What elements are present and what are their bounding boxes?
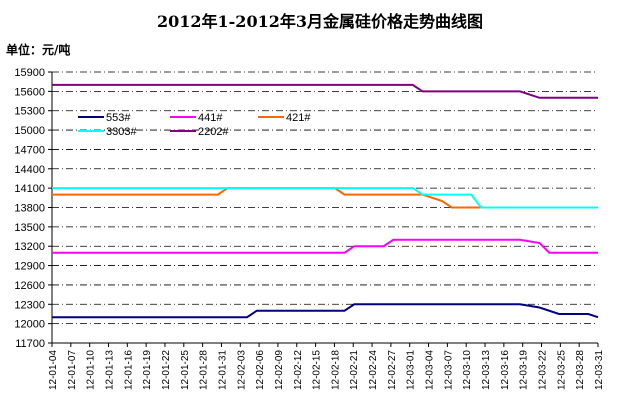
x-tick-label: 12-02-09 [274,350,285,390]
legend-label: 553# [106,112,131,124]
x-tick-label: 12-01-04 [48,350,59,390]
y-tick-label: 13500 [14,222,45,234]
x-tick-label: 12-03-01 [406,350,417,390]
axes [51,72,598,344]
x-tick-label: 12-03-31 [594,350,605,390]
x-tick-label: 12-03-10 [462,350,473,390]
legend-label: 421# [286,112,311,124]
x-tick-label: 12-01-22 [161,350,172,390]
series-line-421 [52,187,598,209]
y-tick-label: 13800 [14,203,45,215]
x-tick-label: 12-03-04 [425,350,436,390]
series-lines [52,83,599,319]
y-tick-label: 15300 [14,106,45,118]
y-tick-label: 14100 [14,183,45,195]
x-tick-label: 12-03-22 [538,350,549,390]
legend: 553# 441# 421# 3303# 2202# [78,112,311,138]
series-line-3303 [52,187,598,209]
unit-label: 单位：元/吨 [6,42,70,57]
y-tick-label: 14700 [14,144,45,156]
x-tick-label: 12-03-13 [481,350,492,390]
x-tick-label: 12-03-19 [519,350,530,390]
x-tick-label: 12-01-13 [104,350,115,390]
y-tick-label: 12900 [14,261,45,273]
x-tick-label: 12-01-07 [67,350,78,390]
x-tick-label: 12-01-28 [199,350,210,390]
y-tick-label: 15000 [14,125,45,137]
legend-label: 3303# [106,126,137,138]
x-tick-label: 12-01-31 [217,350,228,390]
series-line-2202 [52,83,598,99]
x-axis-ticks: 12-01-04 12-01-07 12-01-10 12-01-13 12-01-16… [48,343,605,390]
x-tick-label: 12-01-25 [180,350,191,390]
x-tick-label: 12-02-15 [312,350,323,390]
y-tick-label: 14400 [14,164,45,176]
x-tick-label: 12-01-16 [123,350,134,390]
x-tick-label: 12-01-19 [142,350,153,390]
chart-title: 2012年1-2012年3月金属硅价格走势曲线图 [157,12,483,31]
series-line-441 [52,238,598,254]
y-tick-label: 15900 [14,67,45,79]
legend-label: 441# [198,112,223,124]
x-tick-label: 12-02-27 [387,350,398,390]
x-tick-label: 12-02-06 [255,350,266,390]
gridlines [52,71,598,325]
x-tick-label: 12-03-28 [575,350,586,390]
x-tick-label: 12-01-10 [86,350,97,390]
x-tick-label: 12-02-24 [368,350,379,390]
x-tick-label: 12-02-03 [236,350,247,390]
legend-label: 2202# [198,126,229,138]
x-tick-label: 12-02-18 [330,350,341,390]
x-tick-label: 12-03-16 [500,350,511,390]
y-tick-label: 12000 [14,319,45,331]
y-tick-label: 11700 [15,338,45,350]
y-tick-label: 13200 [14,241,45,253]
x-tick-label: 12-03-25 [556,350,567,390]
x-tick-label: 12-02-21 [349,350,360,390]
y-tick-label: 15600 [14,86,45,98]
y-tick-label: 12600 [14,280,45,292]
x-tick-label: 12-03-07 [443,350,454,390]
series-line-553 [52,303,599,319]
y-axis-ticks: 15900 15600 15300 15000 14700 14400 14100 13800… [14,67,52,350]
y-tick-label: 12300 [14,299,45,311]
x-tick-label: 12-02-12 [293,350,304,390]
